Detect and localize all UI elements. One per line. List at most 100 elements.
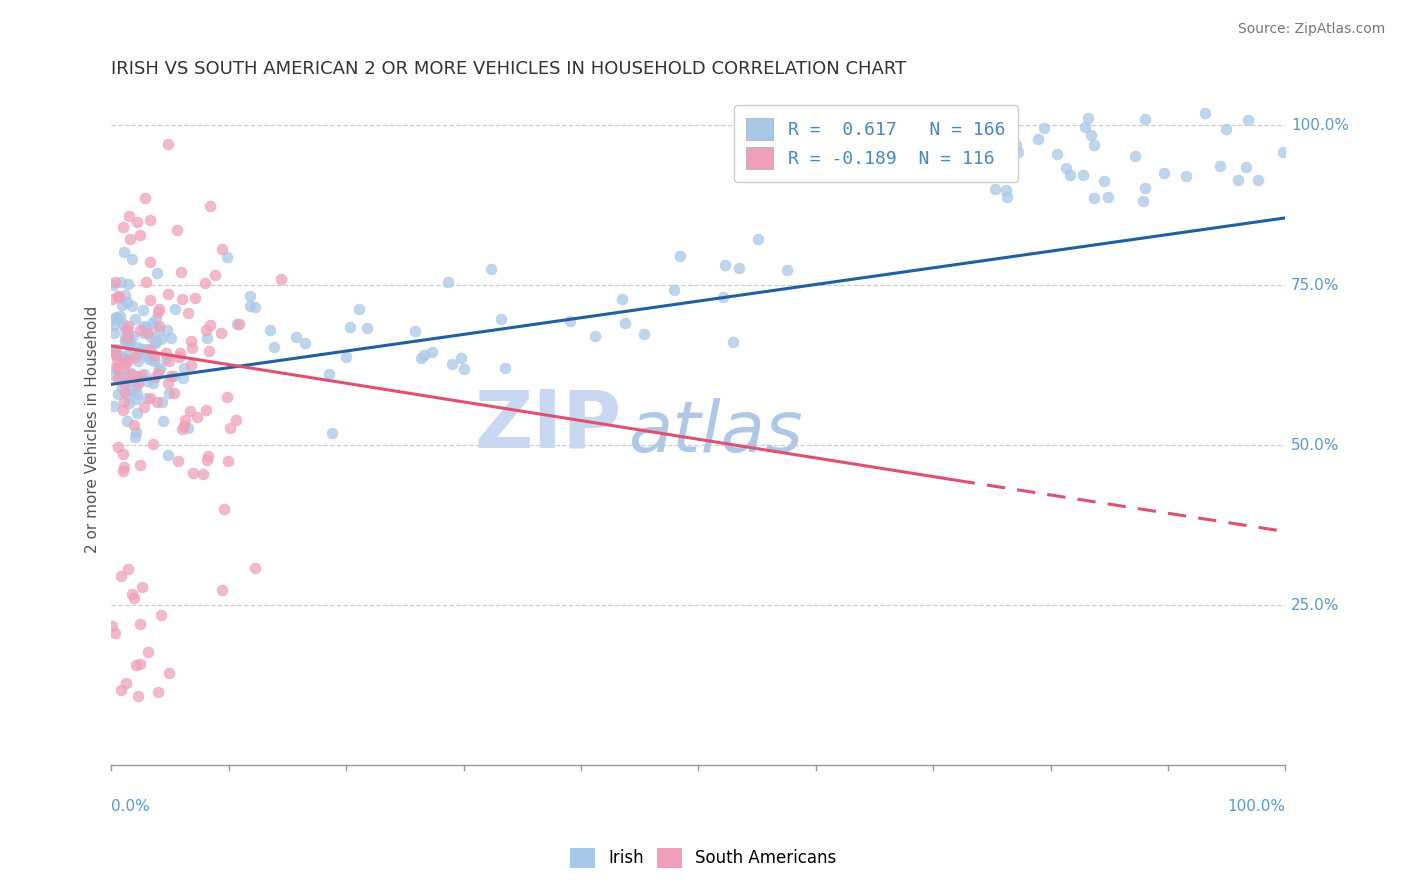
- Point: [120, 366, 142, 380]
- Point: [118, 339, 141, 353]
- Text: IRISH VS SOUTH AMERICAN 2 OR MORE VEHICLES IN HOUSEHOLD CORRELATION CHART: IRISH VS SOUTH AMERICAN 2 OR MORE VEHICL…: [111, 60, 907, 78]
- Point: [136, 374, 159, 388]
- Point: [156, 324, 179, 338]
- Point: [114, 322, 136, 336]
- Point: [145, 312, 167, 326]
- Point: [128, 228, 150, 243]
- Point: [107, 289, 129, 303]
- Point: [318, 367, 340, 381]
- Point: [105, 353, 128, 368]
- Point: [160, 368, 183, 383]
- Point: [124, 312, 146, 326]
- Point: [181, 466, 204, 480]
- Point: [129, 323, 152, 337]
- Point: [1097, 190, 1119, 204]
- Point: [112, 376, 135, 390]
- Point: [204, 268, 226, 282]
- Point: [1234, 160, 1257, 174]
- Point: [146, 305, 169, 319]
- Point: [142, 376, 165, 390]
- Point: [118, 209, 141, 223]
- Point: [1032, 121, 1054, 136]
- Point: [1054, 161, 1077, 175]
- Point: [1077, 111, 1099, 125]
- Point: [114, 356, 136, 370]
- Point: [124, 430, 146, 444]
- Point: [104, 348, 127, 362]
- Y-axis label: 2 or more Vehicles in Household: 2 or more Vehicles in Household: [86, 305, 100, 553]
- Point: [114, 334, 136, 349]
- Point: [1194, 106, 1216, 120]
- Point: [163, 385, 186, 400]
- Point: [211, 242, 233, 256]
- Point: [107, 386, 129, 401]
- Point: [124, 380, 146, 394]
- Point: [157, 137, 180, 152]
- Point: [131, 343, 153, 357]
- Point: [239, 289, 262, 303]
- Point: [125, 425, 148, 439]
- Point: [121, 299, 143, 313]
- Point: [118, 338, 141, 352]
- Point: [148, 302, 170, 317]
- Point: [259, 323, 281, 337]
- Point: [111, 368, 134, 383]
- Point: [110, 275, 132, 289]
- Point: [335, 350, 357, 364]
- Point: [197, 449, 219, 463]
- Point: [139, 213, 162, 227]
- Point: [163, 369, 186, 384]
- Point: [139, 391, 162, 405]
- Text: ZIP: ZIP: [475, 387, 621, 465]
- Point: [107, 371, 129, 385]
- Point: [339, 319, 361, 334]
- Point: [115, 414, 138, 428]
- Point: [217, 454, 239, 468]
- Point: [1153, 166, 1175, 180]
- Point: [112, 464, 135, 478]
- Point: [1208, 160, 1230, 174]
- Point: [200, 318, 222, 332]
- Point: [437, 275, 460, 289]
- Point: [560, 314, 582, 328]
- Point: [1026, 132, 1049, 146]
- Point: [139, 255, 162, 269]
- Point: [138, 351, 160, 366]
- Point: [115, 676, 138, 690]
- Point: [966, 117, 988, 131]
- Point: [1236, 113, 1258, 128]
- Point: [117, 387, 139, 401]
- Point: [157, 385, 180, 400]
- Point: [479, 262, 502, 277]
- Text: atlas: atlas: [628, 398, 803, 467]
- Point: [1174, 169, 1197, 184]
- Point: [721, 334, 744, 349]
- Point: [117, 562, 139, 576]
- Point: [181, 341, 204, 355]
- Point: [142, 354, 165, 368]
- Point: [145, 334, 167, 348]
- Point: [124, 350, 146, 364]
- Point: [115, 367, 138, 381]
- Point: [127, 387, 149, 401]
- Point: [101, 619, 124, 633]
- Point: [115, 331, 138, 345]
- Point: [141, 316, 163, 330]
- Point: [163, 301, 186, 316]
- Point: [409, 351, 432, 365]
- Point: [120, 384, 142, 398]
- Point: [114, 334, 136, 348]
- Point: [111, 298, 134, 312]
- Point: [946, 125, 969, 139]
- Point: [124, 392, 146, 406]
- Point: [100, 292, 122, 306]
- Point: [146, 266, 169, 280]
- Point: [103, 312, 125, 326]
- Point: [450, 351, 472, 366]
- Point: [669, 249, 692, 263]
- Point: [157, 665, 180, 680]
- Point: [115, 323, 138, 337]
- Point: [747, 232, 769, 246]
- Point: [167, 350, 190, 364]
- Point: [112, 351, 135, 365]
